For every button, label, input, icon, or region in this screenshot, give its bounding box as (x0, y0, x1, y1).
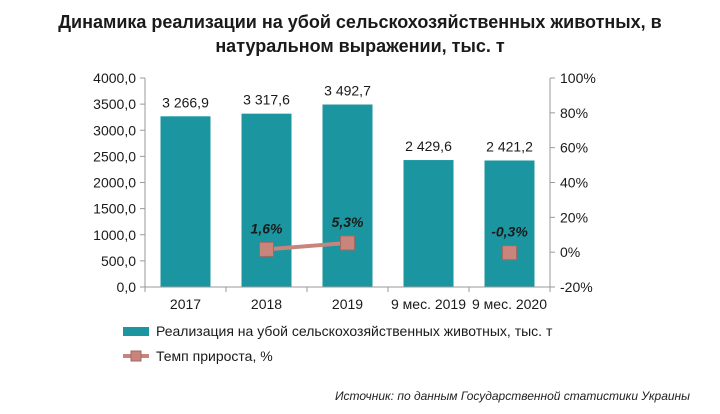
y-left-tick-label-9: 4000,0 (93, 70, 136, 86)
chart-title-line-2: натуральном выражении, тыс. т (215, 36, 505, 56)
bar-value-label-5: 2 421,2 (486, 138, 533, 154)
y-right-tick-label-4: 40% (560, 175, 588, 191)
legend-swatch-bars (123, 327, 149, 336)
y-left-tick-label-7: 3000,0 (93, 122, 136, 138)
bar-value-label-4: 2 429,6 (405, 138, 452, 154)
bar-2 (241, 113, 292, 288)
x-tick-label-3: 2019 (332, 296, 363, 312)
legend-label-growth: Темп прироста, % (156, 348, 273, 364)
legend-marker-growth (130, 350, 142, 362)
y-right-tick-label-5: 60% (560, 140, 588, 156)
bar-value-label-3: 3 492,7 (324, 83, 371, 99)
bar-4 (403, 160, 454, 287)
bar-1 (160, 116, 211, 287)
chart-title: Динамика реализации на убой сельскохозяй… (0, 10, 720, 58)
y-left-tick-label-5: 2000,0 (93, 175, 136, 191)
bar-value-label-2: 3 317,6 (243, 92, 290, 108)
chart-title-line-1: Динамика реализации на убой сельскохозяй… (58, 12, 662, 32)
x-tick-label-2: 2018 (251, 296, 282, 312)
growth-marker-5 (502, 245, 517, 261)
y-left-tick-label-4: 1500,0 (93, 201, 136, 217)
bar-3 (322, 104, 373, 287)
y-left-tick-label-6: 2500,0 (93, 148, 136, 164)
y-right-tick-label-6: 80% (560, 105, 588, 121)
source-note: Источник: по данным Государственной стат… (334, 389, 690, 403)
y-right-tick-label-2: 0% (560, 244, 580, 260)
growth-line-segment-2 (266, 240, 348, 252)
y-right-tick-label-3: 20% (560, 209, 588, 225)
growth-marker-2 (259, 241, 274, 257)
y-left-tick-label-3: 1000,0 (93, 227, 136, 243)
x-tick-label-1: 2017 (170, 296, 201, 312)
growth-value-label-5: -0,3% (491, 224, 528, 240)
y-right-tick-label-7: 100% (560, 70, 596, 86)
growth-marker-3 (340, 235, 355, 251)
y-right-tick-label-1: -20% (560, 279, 593, 295)
y-left-tick-label-2: 500,0 (101, 253, 136, 269)
growth-value-label-3: 5,3% (332, 214, 364, 230)
y-left-tick-label-1: 0,0 (117, 279, 137, 295)
x-tick-label-4: 9 мес. 2019 (391, 296, 466, 312)
bar-5 (484, 160, 535, 287)
growth-value-label-2: 1,6% (251, 220, 283, 236)
bar-value-label-1: 3 266,9 (162, 94, 209, 110)
y-left-tick-label-8: 3500,0 (93, 96, 136, 112)
legend-label-bars: Реализация на убой сельскохозяйственных … (156, 323, 553, 339)
x-tick-label-5: 9 мес. 2020 (472, 296, 547, 312)
